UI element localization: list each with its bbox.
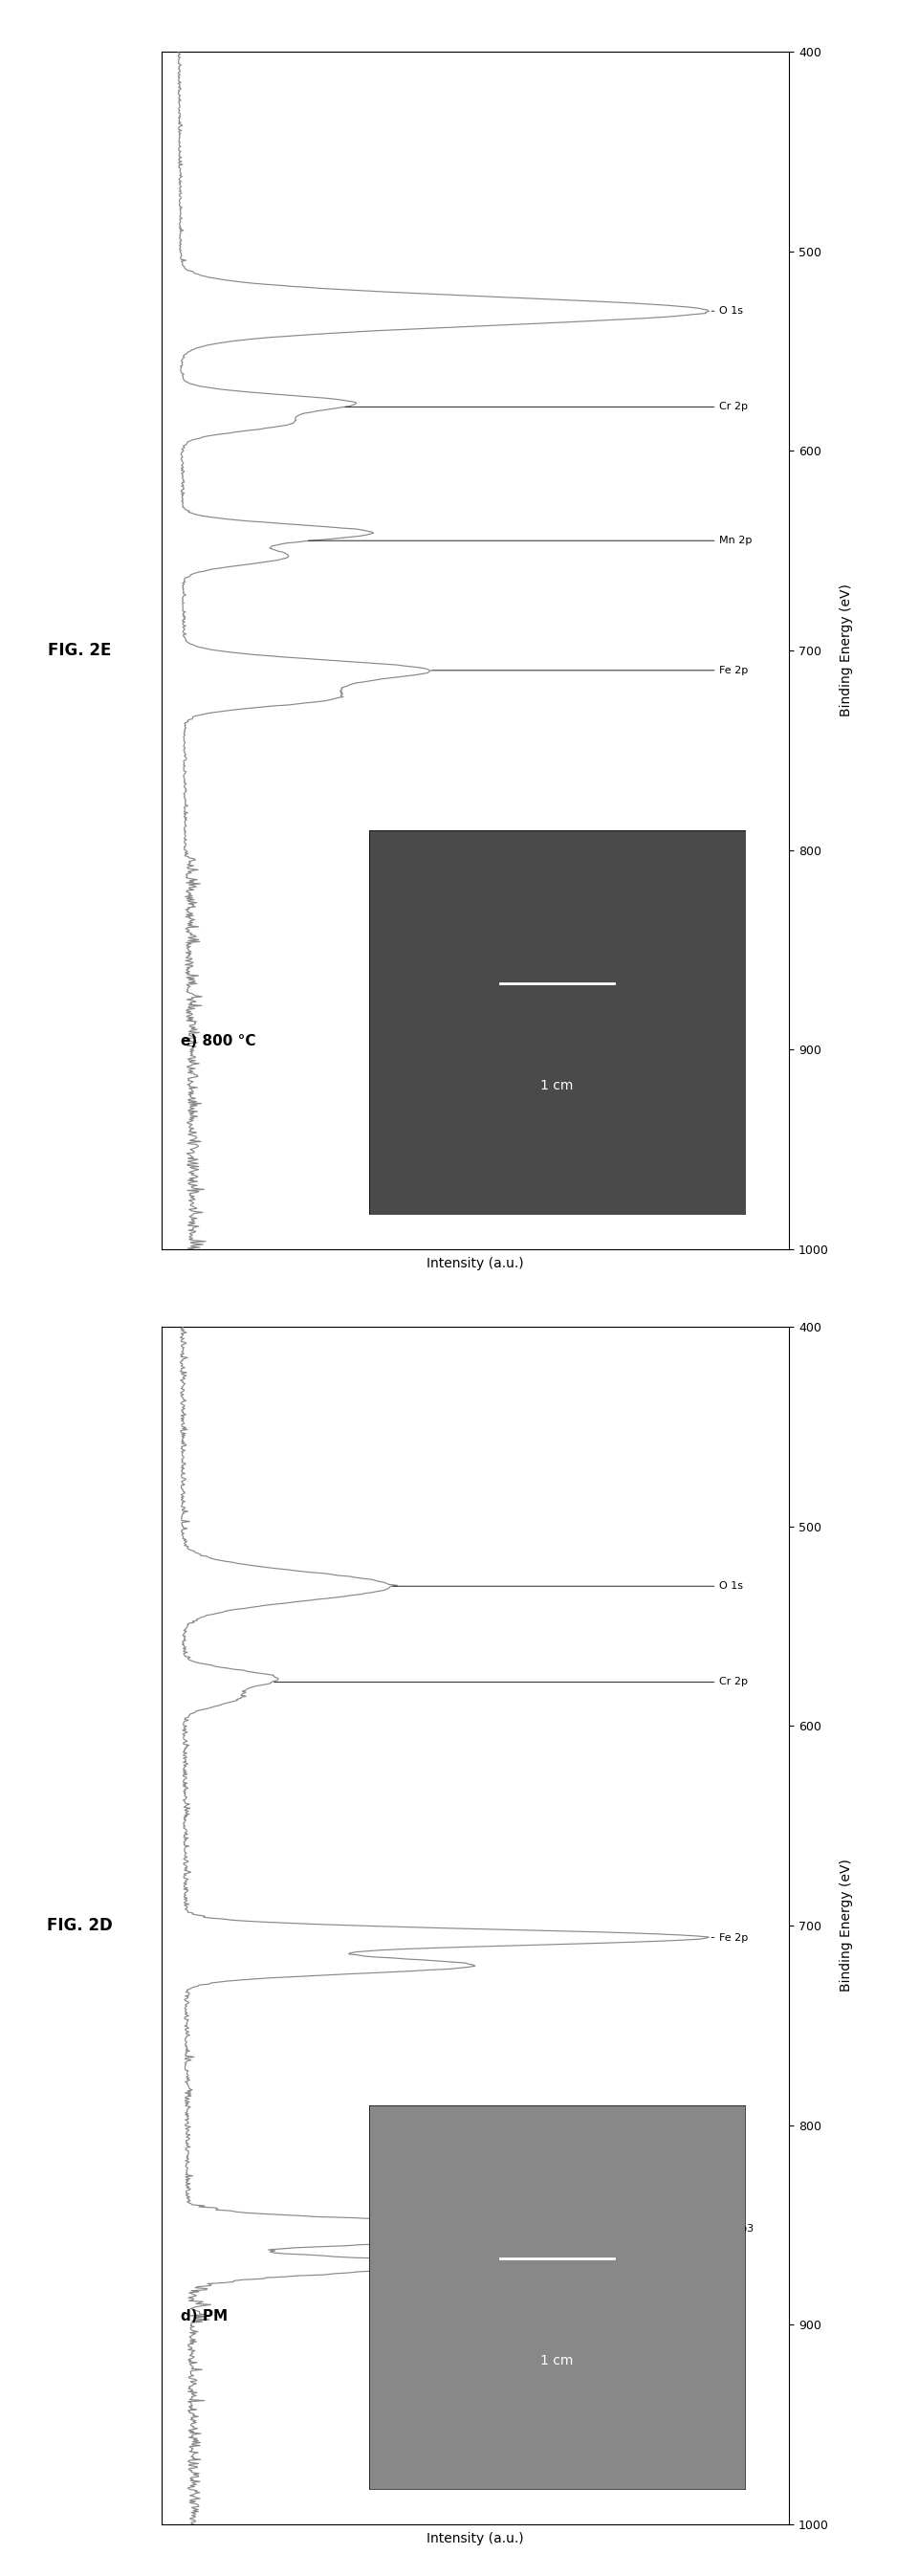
Text: O 1s: O 1s xyxy=(711,307,744,317)
Text: Fe 2p: Fe 2p xyxy=(711,1932,748,1942)
Y-axis label: Binding Energy (eV): Binding Energy (eV) xyxy=(840,585,853,716)
Text: Cr 2p: Cr 2p xyxy=(274,1677,748,1687)
Text: FIG. 2D: FIG. 2D xyxy=(47,1917,113,1935)
X-axis label: Intensity (a.u.): Intensity (a.u.) xyxy=(427,1257,524,1270)
X-axis label: Intensity (a.u.): Intensity (a.u.) xyxy=(427,2532,524,2545)
Text: e) 800 °C: e) 800 °C xyxy=(180,1033,256,1048)
Text: Mn 2p: Mn 2p xyxy=(309,536,753,546)
Y-axis label: Binding Energy (eV): Binding Energy (eV) xyxy=(840,1860,853,1991)
Text: Ni 2p3: Ni 2p3 xyxy=(628,2223,754,2233)
Text: O 1s: O 1s xyxy=(393,1582,744,1592)
Text: d) PM: d) PM xyxy=(180,2308,227,2324)
Text: Fe 2p: Fe 2p xyxy=(431,665,748,675)
Text: FIG. 2E: FIG. 2E xyxy=(48,641,111,659)
Text: Cr 2p: Cr 2p xyxy=(345,402,748,412)
